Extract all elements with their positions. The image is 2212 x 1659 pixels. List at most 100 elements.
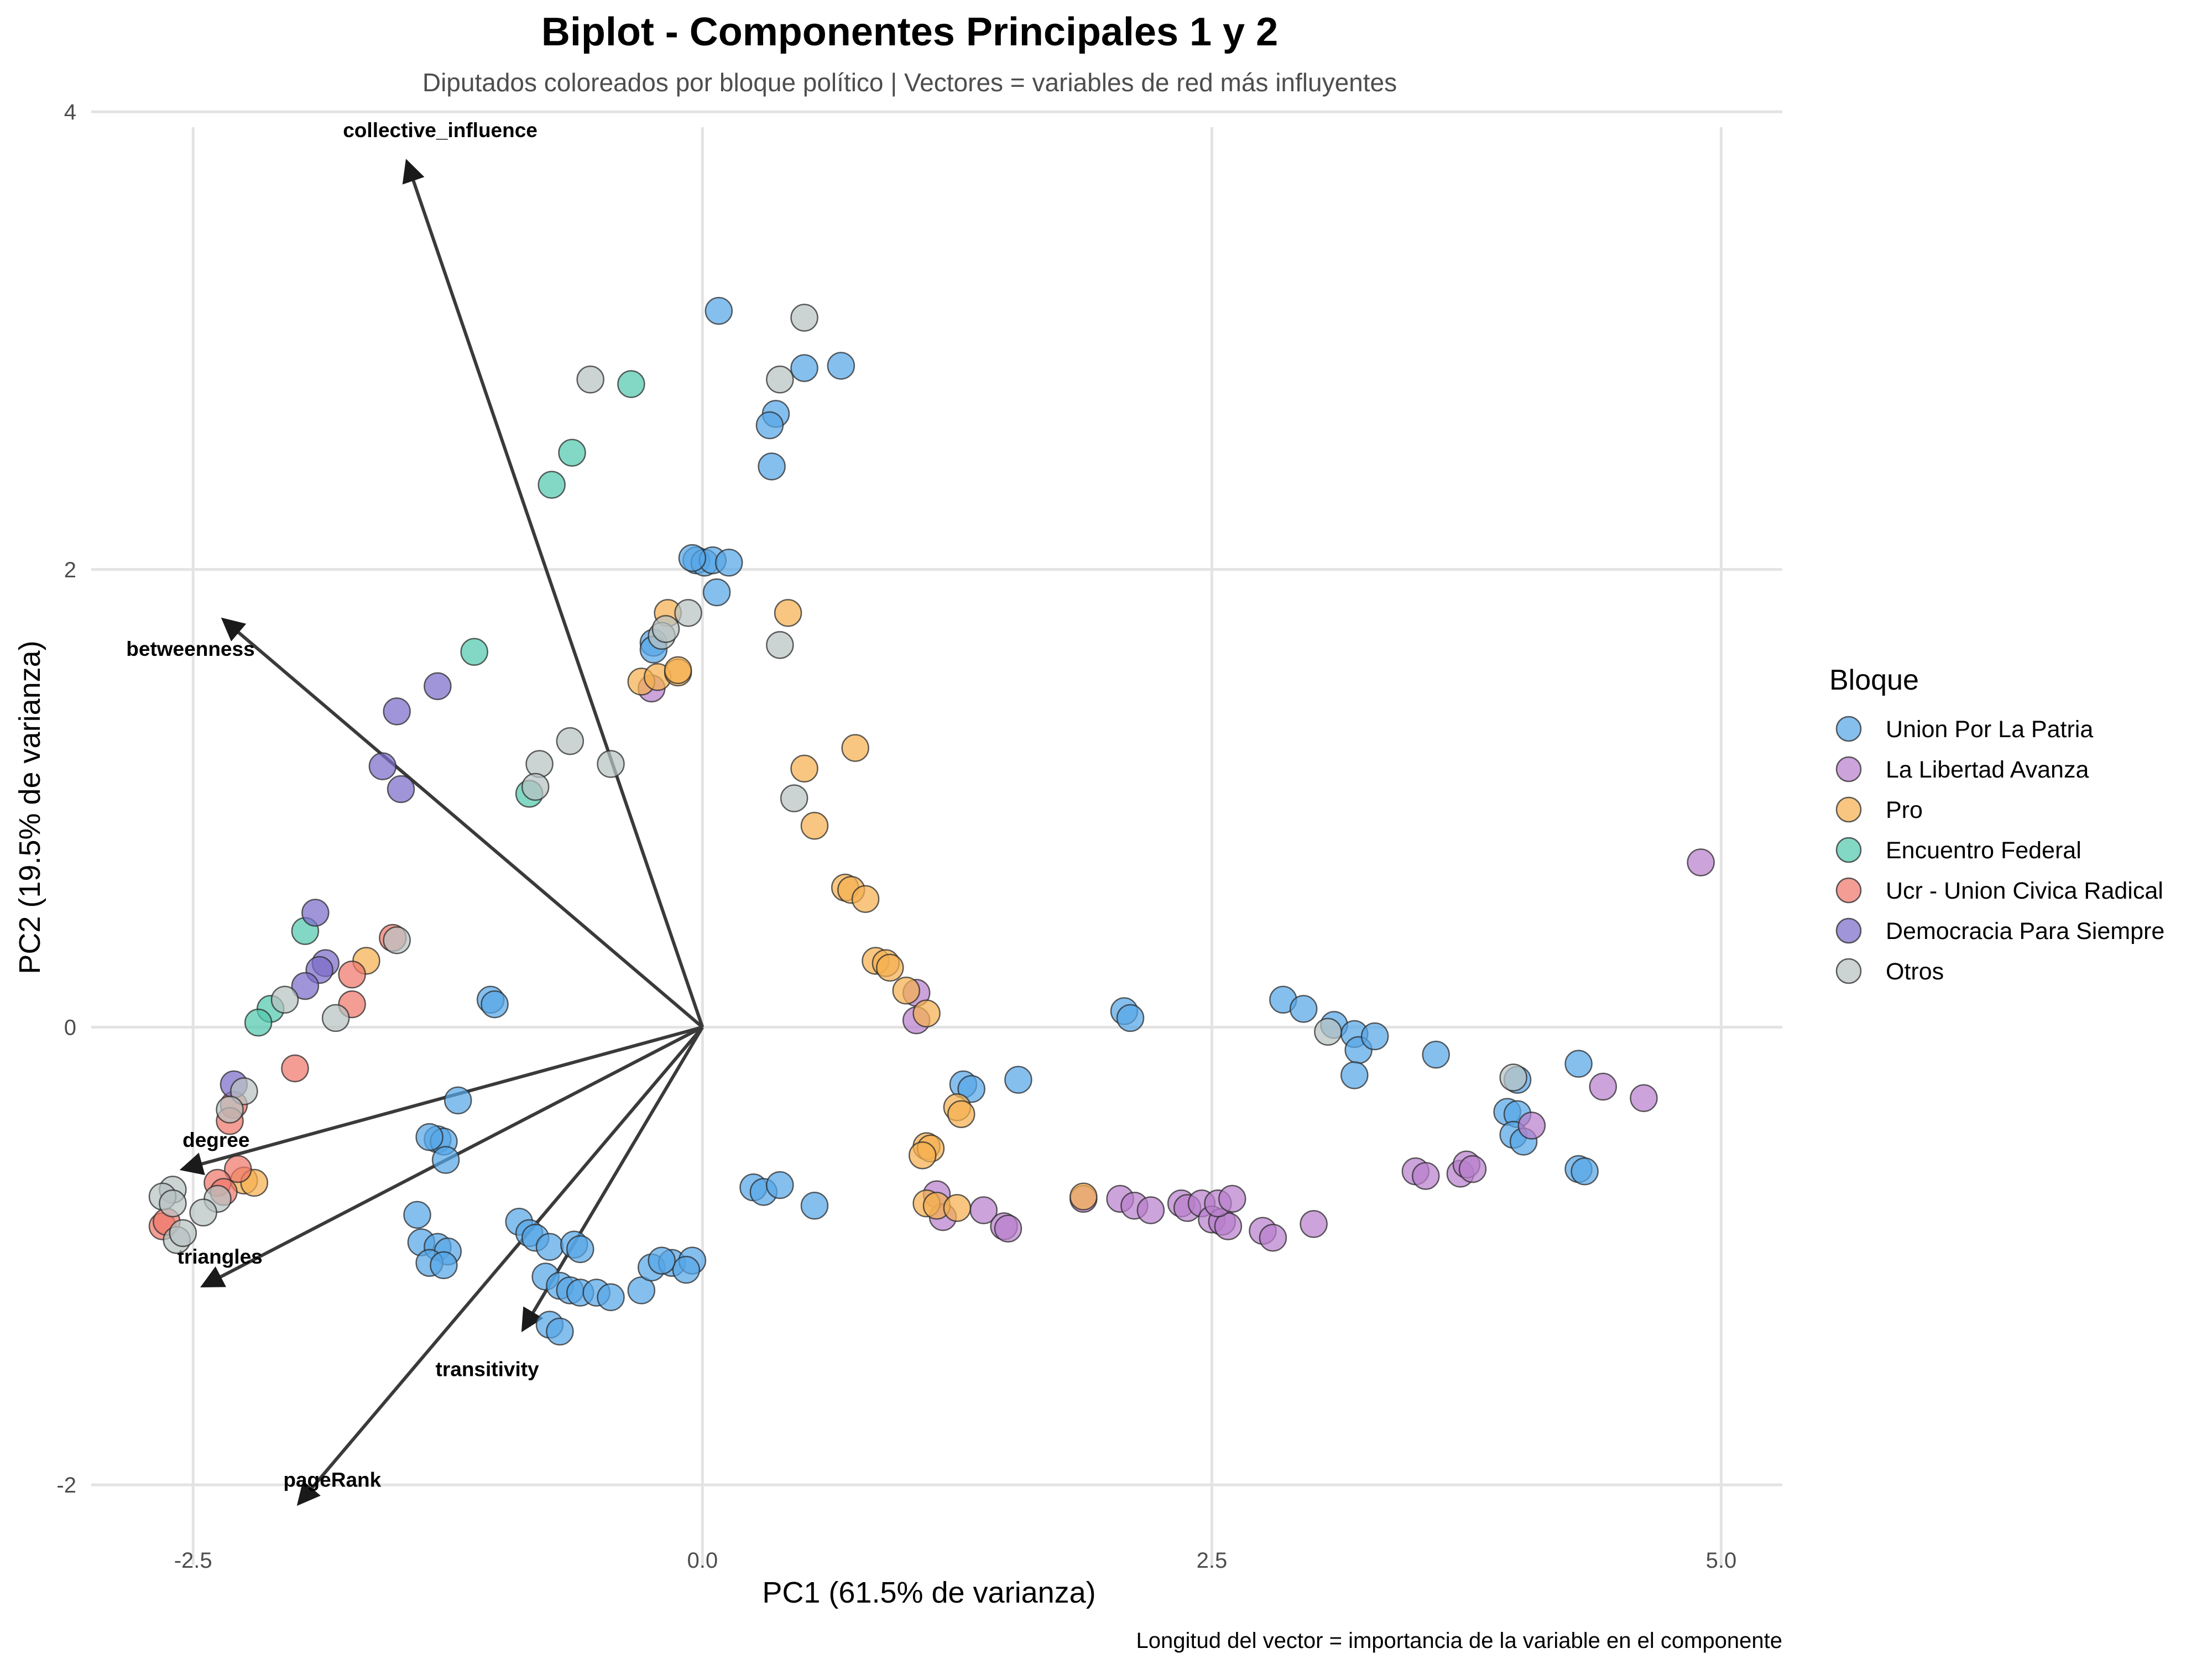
- data-point: [415, 1123, 444, 1151]
- data-point: [424, 672, 452, 701]
- data-point: [403, 1201, 431, 1229]
- vector-degree: [179, 1025, 703, 1175]
- tick-labels: -2.5 0.0 2.5 5.0 -2 0 2 4: [56, 100, 1736, 1573]
- data-point: [224, 1155, 252, 1183]
- data-point: [481, 990, 509, 1019]
- data-point: [556, 727, 585, 755]
- data-point: [535, 1233, 564, 1261]
- data-point: [597, 1283, 625, 1312]
- data-point: [431, 1146, 460, 1174]
- data-point: [444, 1086, 472, 1115]
- data-point: [1218, 1185, 1246, 1213]
- data-point: [189, 1198, 217, 1227]
- data-point: [244, 1008, 273, 1037]
- data-point: [1214, 1212, 1243, 1240]
- data-point: [321, 1004, 350, 1032]
- data-point: [1687, 848, 1715, 877]
- legend-label: Union Por La Patria: [1886, 716, 2093, 743]
- data-point: [648, 1246, 676, 1275]
- chart-subtitle: Diputados coloreados por bloque político…: [422, 68, 1397, 97]
- data-point: [705, 296, 733, 325]
- data-point: [790, 754, 818, 783]
- vector-label-triangles: triangles: [178, 1245, 263, 1268]
- data-point: [1630, 1084, 1658, 1113]
- data-point: [1517, 1112, 1546, 1140]
- y-axis-label: PC2 (19.5% de varianza): [13, 640, 46, 974]
- data-point: [1411, 1162, 1440, 1190]
- data-point: [387, 775, 415, 804]
- data-point: [566, 1235, 594, 1264]
- y-tick-label: 4: [64, 100, 76, 124]
- legend-label: Democracia Para Siempre: [1886, 918, 2164, 945]
- chart-title: Biplot - Componentes Principales 1 y 2: [541, 10, 1278, 54]
- data-point: [1300, 1210, 1328, 1238]
- data-point: [460, 638, 488, 666]
- vector-label-betweenness: betweenness: [126, 638, 254, 660]
- data-point: [672, 1255, 701, 1284]
- data-point: [597, 750, 625, 778]
- data-point: [702, 578, 731, 607]
- data-point: [766, 631, 794, 659]
- data-point: [368, 752, 397, 780]
- data-point: [270, 985, 299, 1014]
- data-point: [790, 354, 818, 382]
- data-point: [674, 599, 702, 627]
- data-point: [714, 549, 743, 577]
- legend-swatch: [1835, 877, 1862, 904]
- y-tick-label: 2: [64, 558, 76, 582]
- vector-label-transitivity: transitivity: [436, 1358, 540, 1381]
- chart-caption: Longitud del vector = importancia de la …: [1136, 1629, 1782, 1653]
- legend-swatch: [1835, 796, 1862, 823]
- data-point: [1564, 1050, 1593, 1078]
- data-point: [1422, 1040, 1450, 1069]
- data-point: [617, 370, 645, 398]
- legend-swatch: [1835, 917, 1862, 944]
- data-point: [755, 411, 784, 440]
- x-tick-label: -2.5: [174, 1548, 212, 1573]
- data-point: [521, 773, 550, 801]
- data-point: [943, 1194, 972, 1222]
- data-point: [766, 1171, 794, 1199]
- legend-swatch: [1835, 837, 1862, 863]
- x-tick-label: 0.0: [687, 1548, 718, 1573]
- data-point: [1070, 1182, 1098, 1211]
- legend-swatch: [1835, 756, 1862, 782]
- data-point: [827, 352, 855, 380]
- data-point: [383, 926, 411, 954]
- data-point: [800, 1192, 829, 1220]
- data-point: [758, 452, 786, 481]
- data-point: [1499, 1063, 1527, 1092]
- data-point: [216, 1095, 244, 1124]
- data-point: [1360, 1022, 1389, 1051]
- loading-vectors: collective_influence betweenness degree tri…: [126, 119, 705, 1506]
- legend-title: Bloque: [1829, 664, 1919, 696]
- data-point: [1589, 1072, 1618, 1101]
- data-point: [1136, 1196, 1165, 1224]
- data-point: [525, 750, 554, 778]
- legend-label: Encuentro Federal: [1886, 837, 2081, 864]
- data-point: [383, 697, 411, 726]
- data-point: [538, 471, 566, 499]
- data-point: [790, 304, 818, 332]
- data-point: [301, 899, 330, 927]
- data-point: [876, 953, 904, 982]
- data-point: [908, 1141, 937, 1170]
- data-point: [841, 734, 869, 762]
- data-point: [159, 1189, 187, 1218]
- legend: Bloque Union Por La Patria La Libertad Av…: [1829, 664, 2164, 985]
- data-point: [651, 615, 680, 643]
- data-point: [169, 1219, 197, 1248]
- data-point: [546, 1317, 574, 1346]
- y-tick-label: -2: [56, 1473, 76, 1498]
- data-point: [851, 885, 880, 913]
- data-point: [558, 439, 586, 467]
- data-point: [892, 976, 920, 1005]
- vector-label-degree: degree: [182, 1129, 249, 1151]
- data-point: [291, 972, 320, 1000]
- data-point: [1116, 1004, 1145, 1032]
- data-point: [1004, 1066, 1032, 1094]
- grid: [91, 110, 1782, 1565]
- legend-label: Ucr - Union Civica Radical: [1886, 878, 2163, 904]
- vector-collective_influence: [402, 159, 705, 1028]
- vector-betweenness: [221, 617, 704, 1029]
